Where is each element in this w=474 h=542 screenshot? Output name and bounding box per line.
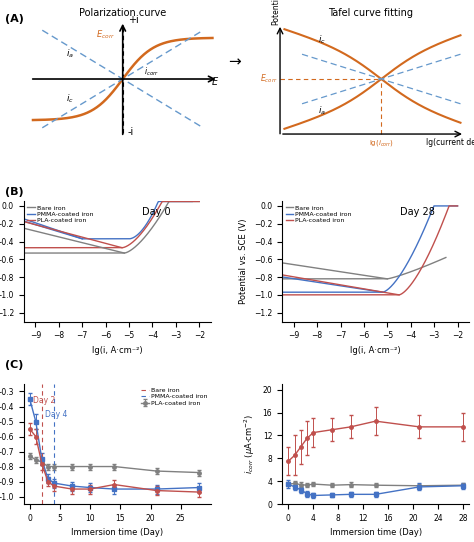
- Bare iron: [116, 250, 121, 256]
- Text: $\lg(i_{corr})$: $\lg(i_{corr})$: [369, 138, 394, 148]
- PLA-coated iron: [104, 244, 110, 251]
- X-axis label: lg(i, A·cm⁻²): lg(i, A·cm⁻²): [350, 346, 401, 355]
- X-axis label: Immersion time (Day): Immersion time (Day): [71, 528, 164, 537]
- Text: $i_a$: $i_a$: [318, 104, 326, 117]
- PMMA-coated iron: [363, 289, 368, 295]
- Text: $E_{corr}$: $E_{corr}$: [96, 29, 115, 41]
- Line: PLA-coated iron: PLA-coated iron: [24, 202, 199, 248]
- Legend: Bare iron, PMMA-coated iron, PLA-coated iron: Bare iron, PMMA-coated iron, PLA-coated …: [141, 387, 208, 406]
- Text: Day 4: Day 4: [45, 410, 67, 419]
- PMMA-coated iron: [455, 203, 460, 209]
- PMMA-coated iron: [155, 198, 161, 205]
- Bare iron: [21, 250, 27, 256]
- Text: +i: +i: [128, 15, 138, 25]
- PLA-coated iron: [159, 198, 165, 205]
- PMMA-coated iron: [189, 198, 195, 205]
- PMMA-coated iron: [186, 198, 191, 205]
- X-axis label: lg(i, A·cm⁻²): lg(i, A·cm⁻²): [92, 346, 143, 355]
- PMMA-coated iron: [364, 289, 369, 295]
- Bare iron: [368, 275, 374, 282]
- PLA-coated iron: [423, 257, 429, 263]
- Bare iron: [357, 275, 363, 282]
- Line: Bare iron: Bare iron: [24, 202, 199, 253]
- Legend: Bare iron, PMMA-coated iron, PLA-coated iron: Bare iron, PMMA-coated iron, PLA-coated …: [285, 204, 352, 224]
- Text: Day 28: Day 28: [400, 208, 435, 217]
- PLA-coated iron: [279, 292, 285, 298]
- Text: Day 2: Day 2: [33, 397, 55, 405]
- PLA-coated iron: [21, 244, 27, 251]
- Text: →: →: [228, 55, 241, 70]
- PLA-coated iron: [196, 198, 202, 205]
- PMMA-coated iron: [160, 198, 165, 205]
- PLA-coated iron: [192, 198, 198, 205]
- Text: $i_c$: $i_c$: [318, 34, 326, 47]
- PMMA-coated iron: [279, 289, 285, 295]
- Bare iron: [358, 275, 364, 282]
- Text: $i_{corr}$: $i_{corr}$: [145, 66, 159, 78]
- Text: E: E: [211, 76, 218, 87]
- PMMA-coated iron: [101, 236, 107, 242]
- Bare iron: [443, 254, 449, 261]
- PLA-coated iron: [383, 292, 389, 298]
- Title: Polarization curve: Polarization curve: [79, 8, 166, 18]
- PMMA-coated iron: [451, 203, 456, 209]
- PMMA-coated iron: [21, 216, 27, 222]
- X-axis label: Immersion time (Day): Immersion time (Day): [329, 528, 422, 537]
- Bare iron: [105, 250, 111, 256]
- PMMA-coated iron: [80, 236, 85, 242]
- PMMA-coated iron: [423, 222, 429, 229]
- Bare iron: [413, 267, 419, 273]
- Line: PLA-coated iron: PLA-coated iron: [282, 206, 457, 295]
- Bare iron: [439, 256, 445, 262]
- PLA-coated iron: [165, 198, 171, 205]
- Text: -i: -i: [128, 127, 134, 137]
- Text: (A): (A): [5, 14, 24, 23]
- Text: $i_c$: $i_c$: [66, 93, 74, 105]
- PLA-coated iron: [447, 203, 452, 209]
- Bare iron: [104, 250, 110, 256]
- PLA-coated iron: [105, 244, 111, 251]
- PMMA-coated iron: [383, 287, 389, 294]
- PMMA-coated iron: [374, 289, 380, 295]
- PLA-coated iron: [451, 203, 456, 209]
- Line: PMMA-coated iron: PMMA-coated iron: [24, 202, 192, 239]
- PLA-coated iron: [363, 292, 368, 298]
- Bare iron: [164, 201, 170, 207]
- Bare iron: [192, 198, 198, 205]
- PLA-coated iron: [125, 242, 131, 249]
- PLA-coated iron: [364, 292, 369, 298]
- Bare iron: [279, 275, 285, 282]
- Bare iron: [377, 275, 383, 282]
- Bare iron: [125, 249, 131, 255]
- Line: PMMA-coated iron: PMMA-coated iron: [282, 206, 457, 292]
- Legend: Bare iron, PMMA-coated iron, PLA-coated iron: Bare iron, PMMA-coated iron, PLA-coated …: [27, 204, 94, 224]
- Text: $E_{corr}$: $E_{corr}$: [260, 73, 277, 85]
- PMMA-coated iron: [112, 236, 118, 242]
- Text: (C): (C): [5, 360, 23, 370]
- PLA-coated iron: [116, 244, 121, 251]
- PLA-coated iron: [374, 292, 380, 298]
- Bare iron: [166, 198, 172, 205]
- PMMA-coated iron: [121, 236, 127, 242]
- Y-axis label: Potential vs. SCE (V): Potential vs. SCE (V): [239, 219, 248, 304]
- Title: Tafel curve fitting: Tafel curve fitting: [328, 8, 413, 18]
- Text: $i_a$: $i_a$: [66, 48, 74, 60]
- Text: Day 0: Day 0: [142, 208, 170, 217]
- Line: Bare iron: Bare iron: [282, 257, 446, 279]
- Text: lg(current density): lg(current density): [427, 138, 474, 147]
- PLA-coated iron: [455, 203, 460, 209]
- PMMA-coated iron: [102, 236, 108, 242]
- Y-axis label: $i_{corr}$ ($\mu$A$\cdot$cm$^{-2}$): $i_{corr}$ ($\mu$A$\cdot$cm$^{-2}$): [243, 414, 257, 474]
- Text: (B): (B): [5, 187, 23, 197]
- Text: Potential: Potential: [271, 0, 280, 25]
- Bare iron: [196, 198, 202, 205]
- PMMA-coated iron: [431, 203, 437, 209]
